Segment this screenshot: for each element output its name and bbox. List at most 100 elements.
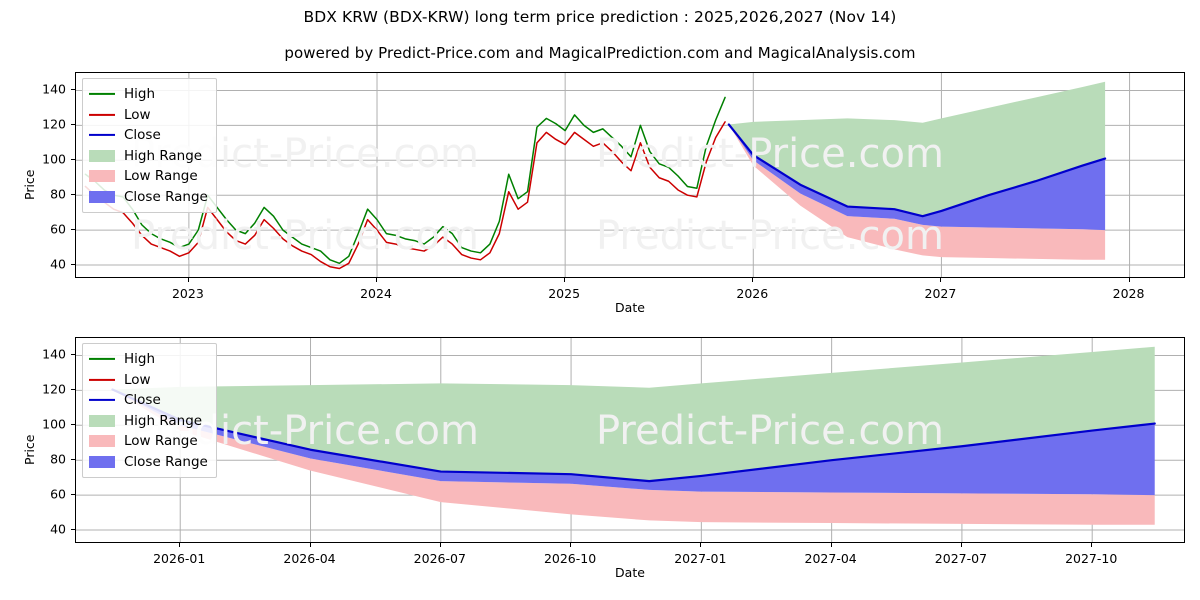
bottom-chart-y-tick-mark: [71, 494, 75, 496]
bottom-chart-x-tick-mark: [179, 543, 181, 547]
top-chart-y-tick-mark: [71, 89, 75, 91]
bottom-chart-band-high-range: [112, 346, 1155, 482]
page-title: BDX KRW (BDX-KRW) long term price predic…: [303, 8, 897, 26]
top-chart-legend-item-low: Low: [89, 105, 208, 126]
top-chart-legend-swatch-line-icon: [89, 88, 115, 100]
bottom-chart-x-tick-label: 2027-04: [804, 551, 857, 566]
top-chart-x-tick-mark: [940, 278, 942, 282]
top-chart-x-tick-mark: [187, 278, 189, 282]
bottom-chart-y-tick-label: 60: [50, 486, 66, 502]
bottom-chart-legend-label: Close: [124, 392, 161, 409]
top-chart-y-tick-label: 60: [50, 221, 66, 237]
top-chart-y-tick-mark: [71, 124, 75, 126]
top-chart-line-low: [84, 121, 726, 270]
top-chart-legend-swatch-patch-icon: [89, 149, 115, 162]
top-chart-svg: [76, 73, 1184, 277]
bottom-chart-x-axis-label: Date: [615, 565, 645, 580]
bottom-chart-legend-label: Close Range: [124, 453, 208, 470]
bottom-chart-x-tick-label: 2026-01: [153, 551, 206, 566]
bottom-chart-y-tick-mark: [71, 389, 75, 391]
bottom-chart-line-close: [111, 388, 1156, 483]
bottom-chart-legend-label: High: [124, 351, 156, 368]
bottom-chart-legend-label: Low Range: [124, 433, 198, 450]
top-chart-legend-swatch-patch-icon: [89, 190, 115, 203]
top-chart-x-tick-label: 2025: [548, 286, 581, 301]
bottom-chart-legend-item-high: High: [89, 349, 208, 370]
top-chart-legend-item-high-range: High Range: [89, 146, 208, 167]
bottom-chart-plot-area: Predict-Price.com Predict-Price.com: [75, 337, 1185, 543]
top-chart-y-tick-mark: [71, 264, 75, 266]
top-chart-band-low-range: [728, 124, 1106, 260]
top-chart-legend-item-low-range: Low Range: [89, 166, 208, 187]
top-chart-plot-area: Predict-Price.com Predict-Price.com Pred…: [75, 72, 1185, 278]
bottom-chart-band-close-range: [112, 389, 1155, 496]
bottom-chart-svg: [76, 338, 1184, 542]
top-chart-band-close-range: [728, 124, 1106, 231]
top-chart-legend-label: High: [124, 86, 156, 103]
top-chart-x-tick-label: 2023: [171, 286, 204, 301]
bottom-chart-legend-item-low: Low: [89, 370, 208, 391]
bottom-chart-y-tick-label: 80: [50, 451, 66, 467]
top-chart-legend-swatch-line-icon: [89, 129, 115, 141]
top-chart-y-tick-mark: [71, 194, 75, 196]
top-chart-legend-label: Close Range: [124, 188, 208, 205]
page-subtitle: powered by Predict-Price.com and Magical…: [284, 44, 916, 62]
bottom-chart-legend-item-high-range: High Range: [89, 411, 208, 432]
bottom-chart-y-tick-label: 120: [42, 381, 66, 397]
top-chart-x-tick-label: 2028: [1112, 286, 1145, 301]
bottom-chart-legend-swatch-line-icon: [89, 353, 115, 365]
top-chart-legend-swatch-patch-icon: [89, 170, 115, 183]
bottom-chart-legend-swatch-line-icon: [89, 394, 115, 406]
bottom-chart-y-tick-mark: [71, 529, 75, 531]
top-chart-band-high-range: [728, 81, 1106, 217]
top-chart-legend-label: High Range: [124, 147, 203, 164]
top-chart-x-tick-mark: [1128, 278, 1130, 282]
top-chart-legend-label: Low: [124, 106, 151, 123]
bottom-chart-x-tick-mark: [960, 543, 962, 547]
top-chart-y-tick-mark: [71, 229, 75, 231]
bottom-chart-y-tick-label: 140: [42, 346, 66, 362]
bottom-chart-legend-item-close: Close: [89, 390, 208, 411]
top-chart-x-tick-mark: [564, 278, 566, 282]
bottom-chart-y-tick-label: 40: [50, 521, 66, 537]
bottom-chart-x-tick-mark: [439, 543, 441, 547]
top-chart-line-close: [727, 123, 1107, 218]
bottom-chart-x-tick-mark: [830, 543, 832, 547]
bottom-chart-x-tick-mark: [309, 543, 311, 547]
top-chart-legend-item-close-range: Close Range: [89, 187, 208, 208]
bottom-chart-x-tick-mark: [1091, 543, 1093, 547]
top-chart-y-tick-label: 140: [42, 81, 66, 97]
bottom-chart-legend-label: High Range: [124, 412, 203, 429]
bottom-chart-x-tick-label: 2027-01: [674, 551, 727, 566]
bottom-chart-y-tick-mark: [71, 459, 75, 461]
top-chart-legend-item-high: High: [89, 84, 208, 105]
top-chart-legend-swatch-line-icon: [89, 109, 115, 121]
top-chart-legend-label: Low Range: [124, 168, 198, 185]
top-chart-x-tick-mark: [752, 278, 754, 282]
bottom-chart-band-low-range: [112, 389, 1155, 525]
bottom-chart-x-tick-mark: [570, 543, 572, 547]
bottom-chart-y-tick-mark: [71, 354, 75, 356]
bottom-chart-x-tick-mark: [700, 543, 702, 547]
top-chart-legend-label: Close: [124, 127, 161, 144]
top-chart-y-tick-label: 120: [42, 116, 66, 132]
top-chart-x-axis-label: Date: [615, 300, 645, 315]
top-chart-y-tick-label: 40: [50, 256, 66, 272]
top-chart-panel: Price Predict-Price.com Predict-Price.co…: [0, 0, 1200, 320]
bottom-chart-x-tick-label: 2027-07: [934, 551, 988, 566]
top-chart-x-tick-label: 2024: [360, 286, 392, 301]
bottom-chart-legend-swatch-patch-icon: [89, 435, 115, 448]
bottom-chart-x-tick-label: 2026-10: [543, 551, 597, 566]
top-chart-x-tick-label: 2026: [736, 286, 769, 301]
top-chart-line-high: [84, 96, 726, 265]
bottom-chart-legend-swatch-patch-icon: [89, 455, 115, 468]
bottom-chart-legend-swatch-line-icon: [89, 374, 115, 386]
bottom-chart-legend-label: Low: [124, 371, 151, 388]
top-chart-x-tick-label: 2027: [924, 286, 957, 301]
bottom-chart-x-tick-label: 2026-04: [283, 551, 336, 566]
bottom-chart-legend-item-low-range: Low Range: [89, 431, 208, 452]
bottom-chart-x-tick-label: 2026-07: [413, 551, 466, 566]
top-chart-y-tick-label: 100: [42, 151, 66, 167]
top-chart-legend: High Low Close High Range Low Range Close Ran…: [82, 78, 217, 213]
